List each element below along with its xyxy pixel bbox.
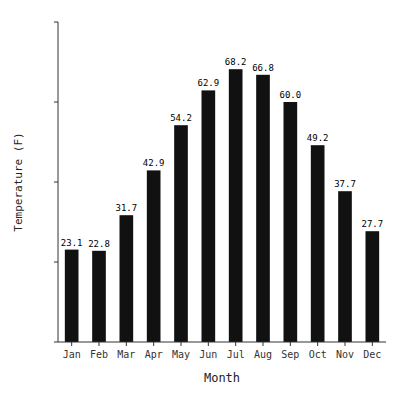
data-label: 60.0: [279, 90, 301, 100]
x-tick-label: Sep: [281, 349, 299, 360]
x-tick: [345, 342, 346, 346]
y-axis-label: Temperature (F): [12, 132, 25, 231]
data-label: 23.1: [61, 238, 83, 248]
chart: 23.1 22.8 31.7 42.9 54.2 62.9 68.2 66.8 60.0 49.2…: [0, 0, 400, 400]
x-tick-label: Dec: [363, 349, 381, 360]
x-tick: [99, 342, 100, 346]
x-tick-label: Nov: [336, 349, 354, 360]
data-label: 31.7: [115, 203, 137, 213]
data-label: 22.8: [88, 239, 110, 249]
x-tick: [317, 342, 318, 346]
y-tick: [54, 182, 58, 183]
bar: [229, 69, 243, 342]
bar: [65, 250, 79, 342]
x-tick: [181, 342, 182, 346]
bar: [366, 231, 380, 342]
x-tick: [372, 342, 373, 346]
data-label: 49.2: [307, 133, 329, 143]
y-tick: [54, 102, 58, 103]
x-tick-label: Mar: [117, 349, 135, 360]
x-axis-line: [58, 342, 386, 343]
x-tick: [126, 342, 127, 346]
bar: [174, 125, 188, 342]
x-tick: [71, 342, 72, 346]
bar: [338, 191, 352, 342]
x-tick-label: Feb: [90, 349, 108, 360]
y-tick: [54, 22, 58, 23]
x-tick: [153, 342, 154, 346]
x-tick: [290, 342, 291, 346]
x-tick-label: Jun: [199, 349, 217, 360]
x-tick: [263, 342, 264, 346]
x-tick-label: Oct: [309, 349, 327, 360]
axes: Jan Feb Mar Apr May Jun Jul Aug Sep Oct Nov Dec: [54, 22, 386, 360]
bar: [202, 90, 216, 342]
bar: [284, 102, 298, 342]
bar: [120, 215, 134, 342]
x-axis-label: Month: [204, 371, 240, 385]
x-tick-label: Apr: [145, 349, 163, 360]
y-tick: [54, 342, 58, 343]
data-label: 54.2: [170, 113, 192, 123]
data-label: 27.7: [361, 219, 383, 229]
x-tick-label: May: [172, 349, 190, 360]
bar: [92, 251, 106, 342]
x-tick: [235, 342, 236, 346]
data-label: 42.9: [143, 158, 165, 168]
chart-container: 23.1 22.8 31.7 42.9 54.2 62.9 68.2 66.8 60.0 49.2…: [0, 0, 400, 400]
x-tick: [208, 342, 209, 346]
bar: [147, 170, 161, 342]
x-tick-label: Jan: [63, 349, 81, 360]
data-labels: 23.1 22.8 31.7 42.9 54.2 62.9 68.2 66.8 60.0 49.2…: [61, 57, 383, 249]
bar: [256, 75, 270, 342]
data-label: 62.9: [197, 78, 219, 88]
data-label: 37.7: [334, 179, 356, 189]
y-tick: [54, 262, 58, 263]
x-tick-label: Jul: [227, 349, 245, 360]
bar: [311, 145, 325, 342]
bars: [65, 69, 379, 342]
x-tick-label: Aug: [254, 349, 272, 360]
data-label: 66.8: [252, 63, 274, 73]
data-label: 68.2: [225, 57, 247, 67]
